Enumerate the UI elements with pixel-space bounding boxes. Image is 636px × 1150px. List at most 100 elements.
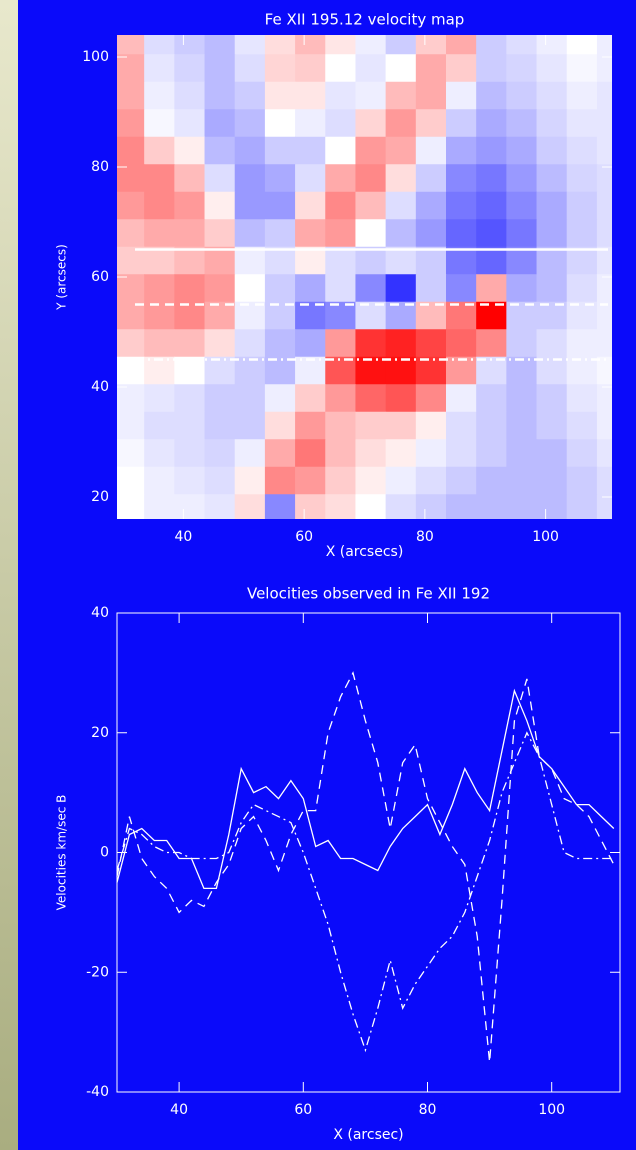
- x-tick-label: 100: [532, 529, 559, 545]
- map-cell: [536, 329, 568, 358]
- map-cell: [174, 54, 206, 83]
- x-tick-label: 40: [174, 529, 192, 545]
- map-cell: [234, 439, 266, 468]
- map-cell: [355, 35, 387, 55]
- map-cell: [385, 439, 417, 468]
- map-cell: [506, 466, 538, 495]
- y-tick-label: 0: [100, 845, 109, 861]
- map-cell: [264, 274, 296, 303]
- map-cell: [596, 439, 612, 468]
- map-cell: [415, 356, 447, 385]
- map-cell: [566, 54, 598, 83]
- map-cell: [536, 411, 568, 440]
- map-cell: [385, 164, 417, 193]
- x-tick-label: 100: [538, 1102, 565, 1118]
- map-cell: [234, 164, 266, 193]
- map-cell: [506, 81, 538, 110]
- map-cell: [174, 494, 206, 519]
- map-cell: [355, 494, 387, 519]
- map-cell: [117, 191, 145, 220]
- map-cell: [234, 81, 266, 110]
- map-cell: [174, 219, 206, 248]
- map-cell: [234, 466, 266, 495]
- map-cell: [566, 274, 598, 303]
- map-cell: [476, 466, 507, 495]
- map-cell: [445, 219, 477, 248]
- map-cell: [174, 439, 206, 468]
- map-cell: [385, 246, 417, 275]
- map-cell: [144, 384, 175, 413]
- map-cell: [174, 191, 206, 220]
- map-cell: [264, 494, 296, 519]
- map-cell: [476, 411, 507, 440]
- map-cell: [325, 246, 356, 275]
- map-cell: [117, 35, 145, 55]
- map-cell: [117, 439, 145, 468]
- map-cell: [204, 136, 236, 165]
- map-cell: [385, 81, 417, 110]
- map-cell: [445, 494, 477, 519]
- map-cell: [445, 191, 477, 220]
- map-cell: [204, 54, 236, 83]
- map-cell: [355, 274, 387, 303]
- map-cell: [325, 356, 356, 385]
- map-cell: [264, 329, 296, 358]
- map-cell: [506, 164, 538, 193]
- map-cell: [325, 384, 356, 413]
- map-cell: [325, 219, 356, 248]
- y-axis-label: Y (arcsecs): [55, 244, 69, 311]
- map-cell: [234, 219, 266, 248]
- map-cell: [445, 81, 477, 110]
- map-cell: [325, 35, 356, 55]
- map-cell: [596, 164, 612, 193]
- map-cell: [415, 136, 447, 165]
- map-cell: [295, 301, 326, 330]
- map-cell: [536, 54, 568, 83]
- map-cell: [174, 301, 206, 330]
- map-cell: [415, 54, 447, 83]
- y-tick-label: 20: [91, 725, 109, 741]
- map-cell: [295, 246, 326, 275]
- map-cell: [204, 81, 236, 110]
- map-cell: [355, 301, 387, 330]
- y-tick-label: -40: [86, 1084, 109, 1100]
- map-cell: [596, 81, 612, 110]
- map-cell: [536, 494, 568, 519]
- map-cell: [596, 384, 612, 413]
- map-cell: [144, 494, 175, 519]
- map-cell: [295, 356, 326, 385]
- map-cell: [415, 439, 447, 468]
- map-cell: [174, 246, 206, 275]
- map-cell: [476, 54, 507, 83]
- map-cell: [566, 136, 598, 165]
- map-cell: [174, 274, 206, 303]
- x-tick-label: 60: [294, 1102, 312, 1118]
- map-cell: [536, 466, 568, 495]
- map-cell: [325, 329, 356, 358]
- map-cell: [117, 301, 145, 330]
- map-cell: [536, 384, 568, 413]
- map-cell: [264, 191, 296, 220]
- map-cell: [117, 54, 145, 83]
- map-cell: [445, 329, 477, 358]
- side-strip: [0, 0, 18, 1150]
- map-cell: [566, 384, 598, 413]
- map-cell: [566, 164, 598, 193]
- map-cell: [144, 411, 175, 440]
- map-cell: [204, 384, 236, 413]
- map-cell: [596, 329, 612, 358]
- map-cell: [385, 384, 417, 413]
- map-cell: [476, 274, 507, 303]
- map-cell: [476, 191, 507, 220]
- y-tick-label: -20: [86, 964, 109, 980]
- map-cell: [415, 219, 447, 248]
- map-cell: [476, 384, 507, 413]
- map-cell: [415, 246, 447, 275]
- map-cell: [295, 136, 326, 165]
- map-cell: [476, 246, 507, 275]
- map-cell: [506, 384, 538, 413]
- map-cell: [596, 301, 612, 330]
- map-cell: [234, 356, 266, 385]
- y-tick-label: 40: [91, 379, 109, 395]
- map-cell: [174, 466, 206, 495]
